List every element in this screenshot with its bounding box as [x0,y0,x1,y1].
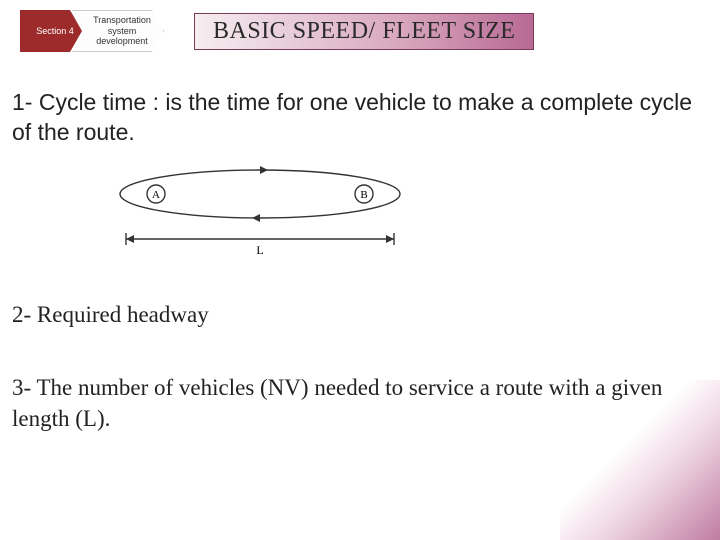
section-label: Section 4 [36,26,74,37]
page-title: BASIC SPEED/ FLEET SIZE [194,13,534,50]
node-b-label: B [360,189,367,201]
arrow-top-icon [260,166,268,174]
cycle-diagram: A B L [100,164,420,264]
dim-arrow-right-icon [386,235,394,243]
header: Section 4 Transportation system developm… [0,0,720,52]
node-a-label: A [152,189,160,201]
subtitle-badge: Transportation system development [72,10,164,52]
section-badge: Section 4 [20,10,82,52]
arrow-bottom-icon [252,214,260,222]
title-text: BASIC SPEED/ FLEET SIZE [213,18,515,44]
dim-arrow-left-icon [126,235,134,243]
item-1: 1- Cycle time : is the time for one vehi… [0,88,720,148]
subtitle-text: Transportation system development [89,15,155,47]
length-label: L [256,243,263,257]
corner-decoration [560,380,720,540]
item-2: 2- Required headway [0,299,720,330]
